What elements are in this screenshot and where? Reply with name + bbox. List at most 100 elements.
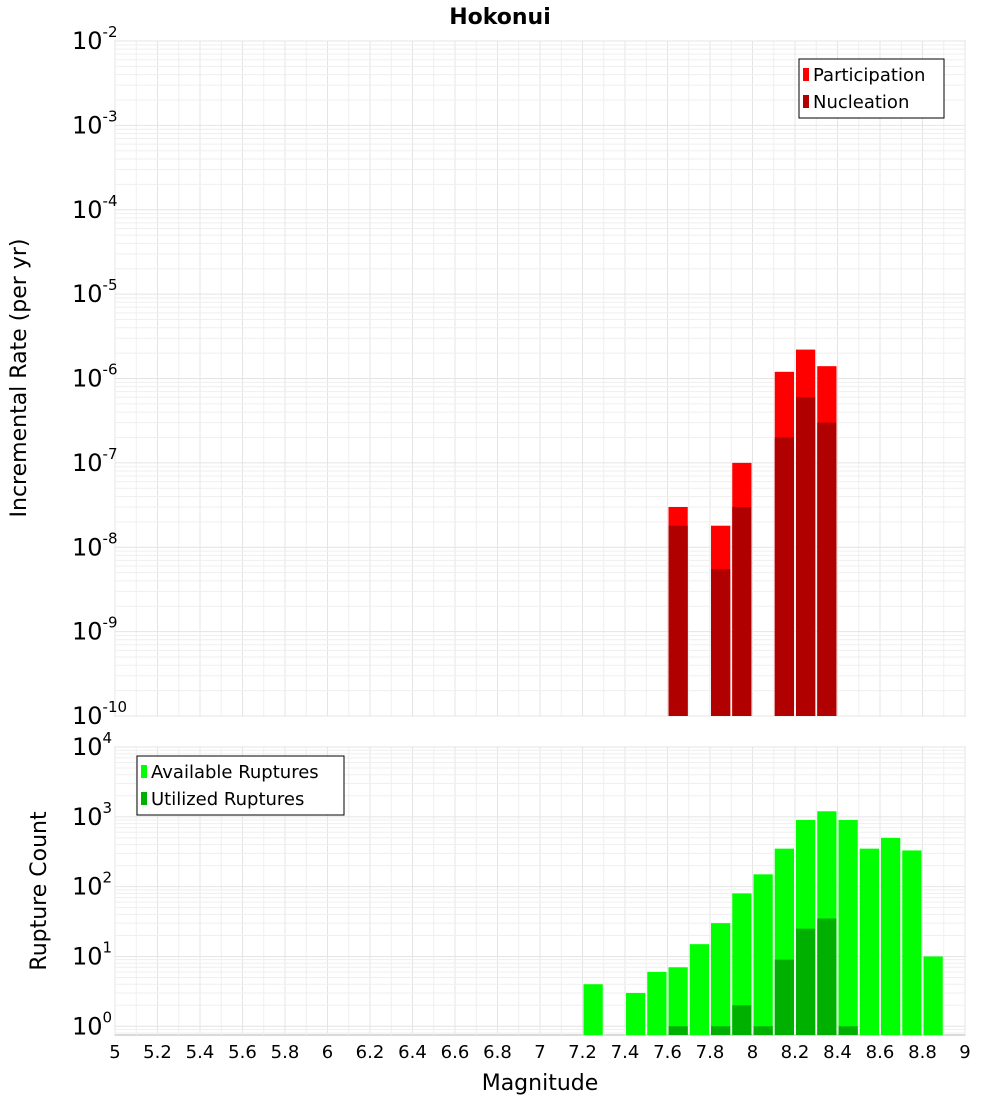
x-tick-label: 5.2 — [143, 1042, 172, 1063]
y-tick-label: 10-9 — [72, 614, 118, 646]
y-tick-label: 10-2 — [72, 23, 118, 55]
bar-available-ruptures — [838, 820, 858, 1035]
y-tick-base: 10 — [72, 280, 103, 308]
top-plot-grid — [114, 40, 966, 717]
legend-swatch — [803, 68, 809, 81]
x-tick-label: 5 — [109, 1042, 120, 1063]
x-tick-label: 9 — [959, 1042, 970, 1063]
y-tick-base: 10 — [72, 533, 103, 561]
bar-nucleation — [774, 437, 794, 716]
y-tick-exponent: -3 — [103, 107, 118, 125]
bottom-y-axis-label: Rupture Count — [27, 811, 52, 971]
bar-available-ruptures — [583, 984, 603, 1035]
legend-label: Utilized Ruptures — [151, 789, 304, 810]
y-tick-exponent: -6 — [103, 361, 118, 379]
legend-label: Nucleation — [813, 92, 909, 113]
bar-utilized-ruptures — [838, 1026, 858, 1035]
bar-available-ruptures — [753, 874, 773, 1035]
bar-available-ruptures — [626, 992, 646, 1035]
y-tick-base: 10 — [72, 1012, 103, 1040]
bar-available-ruptures — [647, 971, 667, 1035]
y-tick-label: 10-8 — [72, 529, 118, 561]
y-tick-exponent: 1 — [103, 938, 113, 956]
legend-label: Available Ruptures — [151, 762, 319, 783]
x-tick-label: 7.8 — [696, 1042, 725, 1063]
x-axis-label: Magnitude — [482, 1071, 599, 1096]
top-plot-bars — [668, 349, 837, 716]
x-tick-label: 6.6 — [441, 1042, 470, 1063]
y-tick-label: 10-5 — [72, 276, 118, 308]
bar-utilized-ruptures — [753, 1026, 773, 1035]
x-tick-label: 8.8 — [908, 1042, 937, 1063]
legend-label: Participation — [813, 65, 925, 86]
y-tick-label: 10-3 — [72, 107, 118, 139]
bar-available-ruptures — [711, 923, 731, 1035]
y-tick-base: 10 — [72, 449, 103, 477]
y-tick-label: 10-10 — [72, 698, 127, 730]
y-tick-exponent: -4 — [103, 192, 118, 210]
y-tick-label: 10-6 — [72, 361, 118, 393]
legend-swatch — [803, 95, 809, 108]
x-tick-labels: 5 5.2 5.4 5.6 5.8 6 6.2 6.4 6.6 6.8 7 7.2 7.4 7.6 7.8 8… — [109, 1042, 970, 1063]
bar-available-ruptures — [668, 967, 688, 1035]
y-tick-exponent: -9 — [103, 614, 118, 632]
y-tick-base: 10 — [72, 733, 103, 761]
legend-box — [798, 58, 945, 119]
x-tick-label: 8 — [747, 1042, 758, 1063]
x-tick-label: 6.8 — [483, 1042, 512, 1063]
x-tick-label: 5.6 — [228, 1042, 257, 1063]
y-tick-base: 10 — [72, 702, 103, 730]
top-legend: Participation Nucleation — [798, 58, 945, 119]
bar-available-ruptures — [689, 944, 709, 1035]
y-tick-base: 10 — [72, 111, 103, 139]
x-tick-label: 7.2 — [568, 1042, 597, 1063]
bar-nucleation — [668, 525, 688, 716]
y-tick-base: 10 — [72, 803, 103, 831]
y-tick-base: 10 — [72, 873, 103, 901]
y-tick-exponent: -2 — [103, 23, 118, 41]
top-y-axis-label: Incremental Rate (per yr) — [7, 239, 32, 518]
y-tick-exponent: 4 — [103, 729, 113, 747]
y-tick-label: 100 — [72, 1008, 112, 1040]
x-tick-label: 8.6 — [866, 1042, 895, 1063]
y-tick-exponent: -10 — [103, 698, 128, 716]
y-tick-base: 10 — [72, 618, 103, 646]
bar-utilized-ruptures — [796, 928, 816, 1035]
bar-nucleation — [732, 506, 752, 716]
bar-available-ruptures — [881, 837, 901, 1035]
legend-box — [136, 755, 345, 816]
legend-swatch — [141, 792, 147, 805]
y-tick-base: 10 — [72, 196, 103, 224]
bar-utilized-ruptures — [668, 1026, 688, 1035]
x-tick-label: 8.2 — [781, 1042, 810, 1063]
y-tick-exponent: -8 — [103, 529, 118, 547]
legend-swatch — [141, 765, 147, 778]
chart-title: Hokonui — [449, 5, 551, 30]
y-tick-exponent: 0 — [103, 1008, 113, 1026]
bar-available-ruptures — [859, 848, 879, 1035]
bar-utilized-ruptures — [774, 959, 794, 1035]
y-tick-label: 102 — [72, 869, 112, 901]
y-tick-base: 10 — [72, 365, 103, 393]
y-tick-exponent: 3 — [103, 799, 113, 817]
y-tick-base: 10 — [72, 942, 103, 970]
bar-utilized-ruptures — [711, 1026, 731, 1035]
y-tick-label: 101 — [72, 938, 112, 970]
y-tick-label: 10-7 — [72, 445, 118, 477]
bar-nucleation — [796, 397, 816, 716]
y-tick-exponent: -7 — [103, 445, 118, 463]
y-tick-label: 10-4 — [72, 192, 118, 224]
bar-utilized-ruptures — [817, 918, 837, 1035]
bar-available-ruptures — [732, 893, 752, 1035]
bar-nucleation — [817, 422, 837, 716]
x-tick-label: 6.4 — [398, 1042, 427, 1063]
y-tick-label: 103 — [72, 799, 112, 831]
bar-available-ruptures — [923, 956, 943, 1035]
bar-nucleation — [711, 569, 731, 716]
y-tick-exponent: 2 — [103, 869, 113, 887]
x-tick-label: 6 — [322, 1042, 333, 1063]
x-tick-label: 6.2 — [356, 1042, 385, 1063]
bar-available-ruptures — [902, 850, 922, 1035]
